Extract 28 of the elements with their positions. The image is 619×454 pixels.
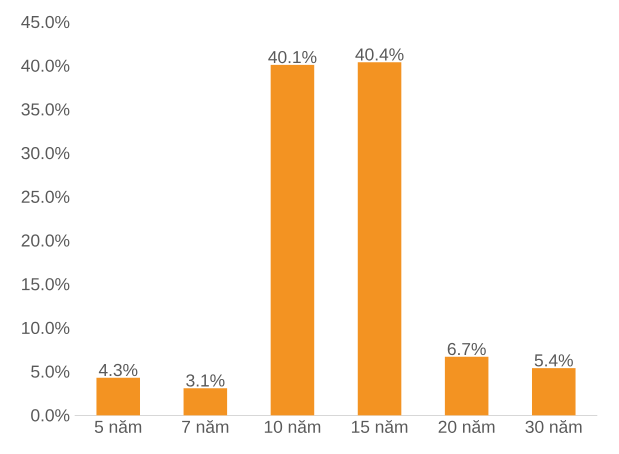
y-tick-label: 25.0%	[22, 190, 70, 203]
x-tick-label: 20 năm	[438, 420, 494, 433]
bar	[532, 368, 576, 416]
data-label: 3.1%	[186, 374, 224, 387]
x-tick-label: 15 năm	[352, 420, 408, 433]
bar	[270, 64, 314, 416]
y-tick-label: 35.0%	[21, 103, 70, 116]
x-tick-label: 5 năm	[94, 420, 142, 433]
bar	[184, 388, 228, 416]
x-tick-label: 10 năm	[264, 420, 320, 433]
x-tick-label: 7 năm	[182, 420, 228, 433]
data-label: 40.1%	[268, 50, 316, 64]
y-tick-label: 20.0%	[22, 234, 70, 247]
bar	[96, 378, 140, 416]
bar	[444, 356, 488, 416]
y-tick-label: 0.0%	[31, 409, 70, 422]
x-tick-label: 30 năm	[526, 420, 582, 433]
y-tick-label: 5.0%	[31, 365, 70, 378]
data-label: 6.7%	[448, 342, 486, 356]
y-tick-label: 15.0%	[22, 278, 70, 290]
data-label: 40.4%	[355, 48, 404, 61]
y-tick-label: 10.0%	[22, 322, 70, 334]
bar	[358, 62, 402, 416]
y-tick-label: 45.0%	[21, 16, 70, 28]
data-label: 5.4%	[534, 354, 573, 367]
y-tick-label: 30.0%	[21, 146, 70, 160]
y-tick-label: 40.0%	[21, 60, 70, 72]
data-label: 4.3%	[98, 364, 138, 376]
